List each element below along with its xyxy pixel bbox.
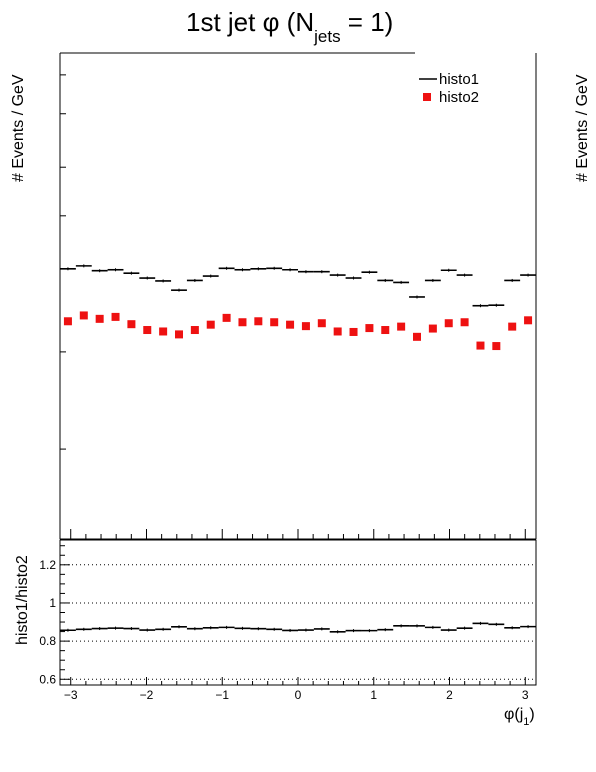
lower-x-ticks: −3 −2 −1 0 1 2 3: [64, 677, 529, 702]
histo2-point: [206, 320, 215, 329]
chart-title: 1st jet φ (Njets = 1): [186, 7, 393, 46]
histo2-point: [365, 324, 374, 333]
lower-x-tick-label: 2: [446, 688, 453, 702]
legend: histo1 histo2: [419, 71, 479, 106]
histo2-point: [143, 326, 152, 335]
lower-x-tick-label: −2: [140, 688, 154, 702]
histo2-point: [476, 341, 485, 350]
histo2-point: [413, 332, 421, 341]
histo2-point: [301, 322, 310, 331]
right-y-axis-title: # Events / GeV: [574, 74, 591, 182]
histo2-point: [444, 319, 453, 328]
chart-title-subscript: jets: [313, 27, 340, 46]
histo2-point: [397, 322, 406, 331]
lower-y-tick-label: 0.6: [39, 672, 56, 686]
histo2-point: [79, 311, 88, 320]
legend-histo1-label: histo1: [439, 71, 479, 88]
lower-panel: 0.6 0.8 1 1.2 −3 −2 −1 0 1 2 3: [39, 539, 537, 702]
lower-x-tick-label: 1: [370, 688, 377, 702]
lower-y-axis-title: histo1/histo2: [14, 555, 31, 645]
upper-y-axis-title: # Events / GeV: [10, 74, 27, 182]
histo2-point: [428, 324, 437, 333]
histo2-point: [508, 322, 517, 331]
x-axis-title-tail: ): [529, 706, 534, 723]
lower-y-tick-label: 1: [49, 596, 56, 610]
histo2-point: [111, 312, 120, 321]
chart-title-tail: = 1): [341, 7, 394, 37]
histo2-point: [524, 316, 533, 325]
histo2-point: [460, 318, 469, 327]
histo2-point: [222, 313, 231, 322]
histo2-point: [286, 320, 295, 329]
histo2-point: [175, 330, 183, 339]
lower-x-tick-label: −1: [215, 688, 229, 702]
upper-y-ticks: [60, 74, 66, 450]
histo2-point: [270, 318, 279, 327]
upper-data-series: [59, 264, 537, 351]
x-axis-title: φ(j1): [504, 706, 535, 728]
histo2-point: [238, 318, 247, 327]
lower-grid: [60, 564, 536, 680]
histo2-point: [190, 326, 199, 335]
histo2-point: [349, 327, 358, 336]
x-axis-title-subscript: 1: [523, 716, 529, 728]
histo2-point: [159, 327, 168, 336]
histo2-point: [317, 319, 326, 328]
lower-y-tick-label: 0.8: [39, 634, 56, 648]
histo2-point: [95, 314, 104, 323]
lower-x-tick-label: −3: [64, 688, 78, 702]
histo2-point: [63, 317, 72, 326]
lower-data-series: [59, 621, 537, 634]
lower-frame: [59, 539, 537, 686]
legend-histo2-marker: [423, 93, 431, 101]
legend-histo2-label: histo2: [439, 89, 479, 106]
histo2-point: [381, 326, 390, 335]
upper-x-ticks: [70, 529, 526, 539]
upper-panel: [59, 52, 537, 540]
histo2-point: [127, 320, 136, 329]
histo2-point: [254, 317, 263, 326]
lower-x-tick-label: 3: [522, 688, 529, 702]
lower-x-tick-label: 0: [295, 688, 302, 702]
lower-y-ticks: 0.6 0.8 1 1.2: [39, 545, 70, 686]
histo2-point: [492, 342, 501, 351]
lower-y-tick-label: 1.2: [39, 558, 56, 572]
x-axis-title-main: φ(j: [504, 706, 523, 723]
chart-title-main: 1st jet φ (N: [186, 7, 314, 37]
histo2-point: [333, 327, 342, 336]
